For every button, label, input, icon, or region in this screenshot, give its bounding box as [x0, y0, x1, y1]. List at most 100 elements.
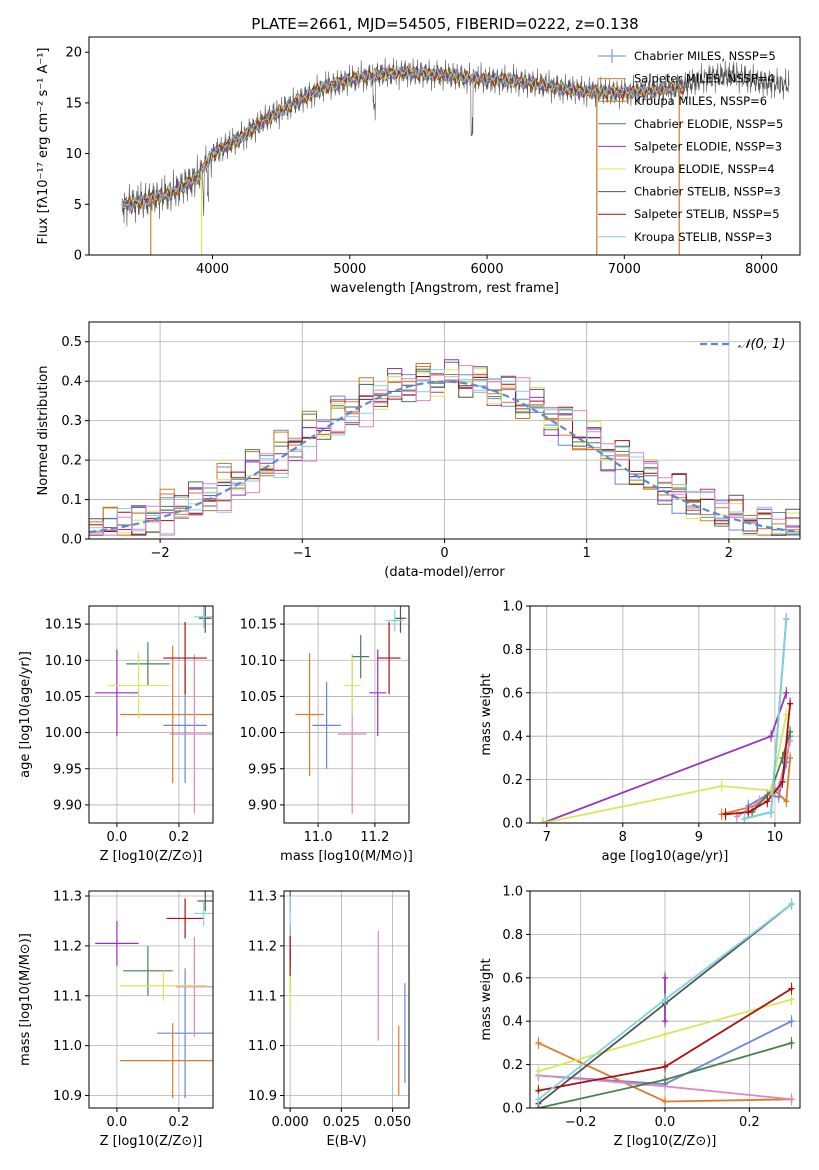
x-tick-label: −1 — [293, 546, 312, 561]
errorbar-point — [120, 970, 207, 1001]
y-tick-label: 10.00 — [240, 726, 277, 741]
y-tick-label: 0.2 — [502, 1058, 523, 1073]
axes-frame — [88, 36, 801, 256]
axes-frame — [283, 890, 410, 1109]
y-axis-label: Flux [fλ10⁻¹⁷ erg cm⁻² s⁻¹ A⁻¹] — [36, 48, 51, 245]
x-tick-label: 4000 — [196, 262, 229, 277]
errorbar-point — [163, 621, 207, 695]
x-tick-label: 2 — [725, 546, 733, 561]
figure-title: PLATE=2661, MJD=54505, FIBERID=0222, z=0… — [251, 15, 638, 33]
x-tick-label: 1 — [583, 546, 591, 561]
errorbar-point — [157, 968, 213, 1099]
model-spectrum-3 — [121, 66, 684, 212]
x-tick-label: 11.2 — [360, 830, 389, 845]
weight-series-5 — [542, 714, 788, 823]
y-tick-label: 0.6 — [502, 971, 523, 986]
legend: 𝒩(0, 1) — [700, 337, 785, 352]
x-tick-label: 0.0 — [107, 830, 128, 845]
y-tick-label: 10.05 — [240, 690, 277, 705]
x-axis-label: Z [log10(Z/Z⊙)] — [100, 849, 203, 864]
errorbar-point — [120, 645, 213, 784]
histograms — [89, 359, 800, 539]
legend-entry: Kroupa ELODIE, NSSP=4 — [634, 162, 775, 176]
errorbar-point — [352, 634, 370, 679]
y-tick-label: 10.9 — [248, 1089, 277, 1104]
model-spectrum-6 — [121, 66, 684, 210]
panel-4: 7 8 9 10 0.0 0.2 0.4 0.6 0.8 1.0 age [log10(age/yr… — [479, 600, 801, 864]
y-tick-label: 0.8 — [502, 643, 523, 658]
y-tick-label: 1.0 — [502, 600, 523, 615]
y-tick-label: 11.1 — [248, 989, 277, 1004]
x-tick-label: 10 — [767, 830, 784, 845]
y-tick-label: 11.0 — [248, 1039, 277, 1054]
panel-5: 0.0 0.2 10.9 11.0 11.1 11.2 11.3 Z [log10(Z/Z⊙)… — [18, 889, 214, 1149]
model-spectrum-7 — [121, 65, 684, 210]
y-tick-label: 10.15 — [45, 618, 82, 633]
x-tick-label: 9 — [695, 830, 703, 845]
x-tick-label: −0.2 — [565, 1115, 597, 1130]
axes-frame — [88, 605, 214, 824]
x-axis-label: (data-model)/error — [384, 565, 505, 580]
errorbar-point — [386, 609, 404, 632]
y-tick-label: 9.95 — [248, 762, 277, 777]
y-tick-label: 11.2 — [53, 939, 82, 954]
errorbar-point — [120, 1023, 213, 1099]
x-tick-label: 7 — [543, 830, 551, 845]
x-tick-label: 0.2 — [739, 1115, 760, 1130]
y-tick-label: 9.90 — [53, 798, 82, 813]
hist-9 — [89, 365, 800, 539]
panel-3: 11.0 11.2 9.90 9.95 10.00 10.05 10.10 10.15 mass… — [240, 605, 413, 864]
axes-frame — [529, 890, 801, 1109]
legend-entry: Chabrier MILES, NSSP=5 — [634, 49, 776, 63]
axes-frame — [88, 890, 214, 1109]
weight-lines — [535, 898, 795, 1108]
legend: Chabrier MILES, NSSP=5 Salpeter MILES, NS… — [598, 49, 783, 244]
y-tick-label: 10.9 — [53, 1089, 82, 1104]
x-tick-label: 0 — [440, 546, 448, 561]
y-tick-label: 10 — [65, 147, 82, 162]
y-tick-label: 0.4 — [502, 730, 523, 745]
y-tick-label: 0.2 — [61, 454, 82, 469]
y-tick-label: 10.00 — [45, 726, 82, 741]
errorbar-point — [295, 653, 324, 776]
y-tick-label: 11.3 — [248, 889, 277, 904]
y-axis-label: age [log10(age/yr)] — [18, 651, 33, 778]
x-tick-label: 0.2 — [169, 1115, 190, 1130]
y-tick-label: 9.95 — [53, 762, 82, 777]
y-tick-label: 11.0 — [53, 1039, 82, 1054]
errorbars — [95, 606, 213, 814]
y-axis-label: Normed distribution — [36, 366, 51, 496]
errorbar-point — [194, 900, 213, 926]
errorbar-point — [377, 621, 401, 695]
y-tick-label: 0.3 — [61, 414, 82, 429]
y-tick-label: 10.15 — [240, 618, 277, 633]
x-tick-label: 8000 — [745, 262, 778, 277]
panel-6: 0.000 0.025 0.050 10.9 11.0 11.1 11.2 11.3 E(B-V… — [248, 889, 411, 1149]
errorbar-point — [126, 642, 170, 686]
errorbar-point — [107, 653, 170, 719]
errorbar-point — [166, 898, 204, 939]
errorbar-point — [369, 649, 387, 737]
errorbar-point — [312, 681, 341, 769]
y-tick-label: 0.5 — [61, 335, 82, 350]
y-tick-label: 10.05 — [45, 690, 82, 705]
errorbar-point — [343, 656, 361, 715]
legend-entry: 𝒩(0, 1) — [738, 337, 785, 352]
errorbar-point — [394, 606, 407, 633]
y-tick-label: 0.2 — [502, 773, 523, 788]
legend-entry: Chabrier ELODIE, NSSP=5 — [634, 117, 783, 131]
errorbar-point — [175, 936, 213, 1037]
x-tick-label: 0.000 — [272, 1115, 309, 1130]
y-tick-label: 0.0 — [502, 817, 523, 832]
errorbar-point — [123, 945, 173, 996]
y-tick-label: 10.10 — [240, 654, 277, 669]
y-tick-label: 11.3 — [53, 889, 82, 904]
axes-frame — [283, 605, 410, 824]
x-tick-label: −2 — [151, 546, 170, 561]
panel-7: −0.2 0.0 0.2 0.0 0.2 0.4 0.6 0.8 1.0 Z [log10(Z/Z… — [479, 885, 801, 1149]
y-tick-label: 0.1 — [61, 493, 82, 508]
errorbar-point — [95, 649, 139, 737]
gaussian-curve — [89, 380, 800, 534]
y-tick-label: 0.4 — [61, 375, 82, 390]
axes-frame — [529, 605, 801, 824]
